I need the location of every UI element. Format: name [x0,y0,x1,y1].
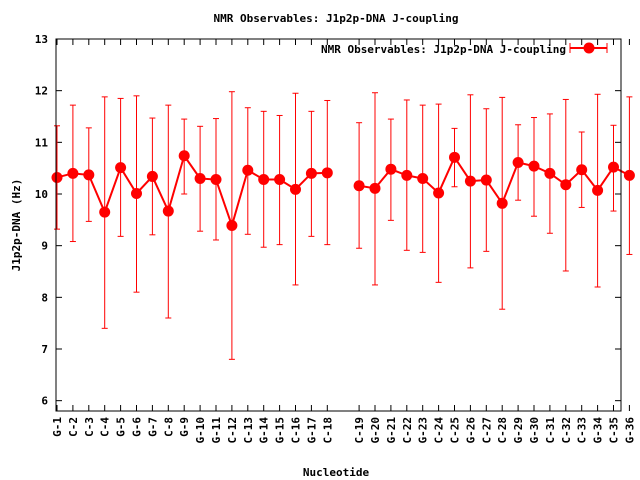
x-tick-label: C-3 [83,417,96,437]
x-tick-label: C-4 [99,417,112,437]
x-tick-label: G-30 [528,417,541,444]
series-line [56,153,328,229]
data-point [178,150,190,162]
data-point [67,167,79,179]
data-point [385,163,397,175]
data-point [417,173,429,184]
x-tick-label: G-29 [512,417,525,444]
data-point [99,206,111,218]
chart-title: NMR Observables: J1p2p-DNA J-coupling [213,12,458,25]
x-tick-label: G-34 [592,417,605,444]
plot-frame [55,38,622,412]
data-point [115,162,127,174]
x-tick-label: C-27 [480,417,493,444]
data-point [401,169,413,181]
data-point [83,169,95,181]
x-tick-label: G-20 [369,417,382,444]
x-tick-label: C-2 [67,417,80,437]
y-tick-label: 12 [35,85,48,98]
data-point [226,220,238,232]
data-point [544,167,556,179]
x-tick-label: G-9 [178,417,191,437]
y-tick-label: 8 [41,291,48,304]
x-tick-label: C-35 [608,417,621,444]
x-tick-label: C-16 [290,417,303,444]
data-point [242,164,254,176]
data-point [258,174,270,186]
x-tick-label: G-10 [194,417,207,444]
data-point [576,164,588,176]
y-tick-label: 6 [41,395,48,408]
data-point [210,174,222,186]
x-tick-label: G-36 [623,417,636,444]
data-point [369,182,381,194]
data-point [194,173,206,184]
x-tick-label: G-6 [131,417,144,437]
data-point [433,187,445,199]
y-tick-label: 9 [41,240,48,253]
data-point [274,174,286,186]
y-axis-label: J1p2p-DNA (Hz) [10,179,23,272]
x-tick-label: C-19 [353,417,366,444]
x-tick-label: G-26 [464,417,477,444]
x-tick-label: C-18 [321,417,334,444]
data-point [449,151,460,163]
legend: NMR Observables: J1p2p-DNA J-coupling [321,42,608,56]
data-point [480,174,492,186]
x-tick-label: C-32 [560,417,573,444]
x-tick-label: G-17 [305,417,318,444]
legend-marker [583,42,595,54]
x-tick-label: C-13 [242,417,255,444]
x-tick-label: C-31 [544,417,557,444]
data-point [146,170,158,182]
x-tick-label: G-5 [115,417,128,437]
data-point [623,169,635,181]
x-tick-label: G-11 [210,417,223,444]
data-point [290,183,301,195]
data-point [528,160,540,172]
x-tick-label: G-1 [51,417,64,437]
legend-label: NMR Observables: J1p2p-DNA J-coupling [321,43,566,56]
x-axis-label: Nucleotide [303,466,370,479]
data-point [592,184,604,196]
data-point [608,161,619,173]
x-tick-label: G-21 [385,417,398,444]
y-tick-label: 7 [41,343,48,356]
data-point [162,205,174,217]
x-tick-label: C-22 [401,417,414,444]
x-tick-label: C-25 [449,417,462,444]
data-point [560,179,572,191]
y-tick-label: 11 [35,136,49,149]
x-tick-label: G-14 [258,417,271,444]
data-point [321,167,333,179]
data-point [305,167,317,179]
x-tick-label: G-15 [274,417,287,444]
y-tick-label: 13 [35,33,48,46]
x-tick-label: C-8 [162,417,175,437]
x-tick-label: G-23 [417,417,430,444]
x-tick-label: C-33 [576,417,589,444]
x-tick-label: C-28 [496,417,509,444]
data-point [496,197,508,209]
data-point [131,187,142,199]
data-point [51,171,63,183]
y-tick-label: 10 [35,188,48,201]
x-tick-label: C-24 [433,417,446,444]
x-tick-label: G-7 [146,417,159,437]
data-point [353,180,365,192]
series-line [358,155,630,206]
data-point [512,156,524,168]
data-point [464,175,476,187]
x-tick-label: C-12 [226,417,239,444]
